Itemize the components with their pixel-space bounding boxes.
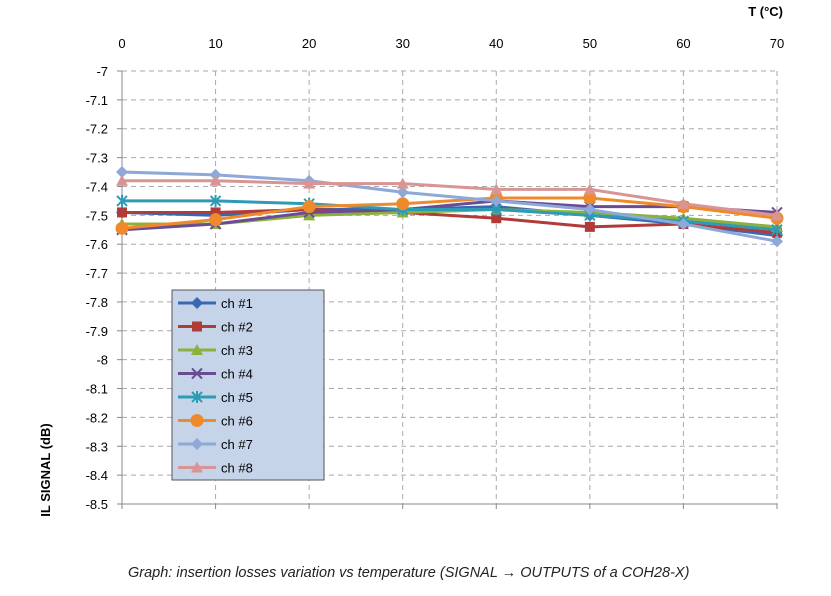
- series-line: [121, 170, 778, 243]
- y-axis-label: IL SIGNAL (dB): [38, 423, 53, 516]
- data-point: [583, 183, 596, 195]
- data-point: [209, 213, 223, 227]
- data-point: [490, 183, 503, 195]
- y-tick-label: -7.8: [86, 295, 108, 310]
- y-tick-label: -7.3: [86, 151, 108, 166]
- data-point: [583, 203, 596, 216]
- data-point: [303, 209, 316, 221]
- data-point: [583, 191, 597, 205]
- data-point: [491, 213, 502, 224]
- legend-label: ch #7: [221, 437, 253, 452]
- legend-label: ch #5: [221, 390, 253, 405]
- data-point: [677, 217, 690, 230]
- data-point: [116, 174, 128, 186]
- y-tick-label: -8: [96, 353, 108, 368]
- legend: ch #1 ch #2 ch #3 ch #4 ch #5 ch #6 ch #7 ch #8: [171, 289, 325, 481]
- x-tick-label: 30: [395, 36, 409, 51]
- data-point: [302, 200, 316, 214]
- legend-label: ch #3: [221, 343, 253, 358]
- data-point: [396, 177, 409, 189]
- data-point: [677, 197, 690, 209]
- legend-label: ch #6: [221, 414, 253, 429]
- y-tick-label: -7.4: [86, 179, 108, 194]
- legend-marker: [191, 391, 203, 403]
- legend-marker: [191, 297, 203, 309]
- series-line: [121, 196, 778, 230]
- legend-marker: [191, 461, 203, 473]
- data-point: [116, 194, 128, 207]
- data-point: [584, 221, 595, 232]
- y-tick-label: -8.3: [86, 439, 108, 454]
- x-tick-label: 50: [583, 36, 597, 51]
- x-tick-label: 40: [489, 36, 503, 51]
- data-point: [303, 177, 316, 189]
- data-point: [210, 207, 221, 218]
- y-tick-label: -7.9: [86, 324, 108, 339]
- legend-label: ch #8: [221, 461, 253, 476]
- x-tick-label: 20: [302, 36, 316, 51]
- y-tick-label: -7.7: [86, 266, 108, 281]
- chart-caption: Graph: insertion losses variation vs tem…: [128, 565, 690, 581]
- data-point: [771, 235, 783, 248]
- legend-marker: [191, 344, 203, 355]
- legend-marker: [191, 438, 203, 450]
- data-point: [117, 207, 127, 218]
- series-8: [116, 174, 783, 221]
- y-tick-label: -7.6: [86, 237, 108, 252]
- data-point: [396, 186, 409, 199]
- data-point: [209, 194, 222, 207]
- series-line: [122, 208, 778, 235]
- data-point: [490, 194, 503, 207]
- data-point: [396, 197, 410, 211]
- x-tick-label: 60: [676, 36, 690, 51]
- data-point: [116, 166, 128, 179]
- data-point: [771, 209, 783, 221]
- series-line: [122, 179, 778, 217]
- data-point: [115, 221, 129, 235]
- y-tick-label: -7.2: [86, 122, 108, 137]
- x-tick-label: 0: [118, 36, 125, 51]
- legend-marker: [192, 321, 202, 332]
- legend-label: ch #4: [221, 367, 253, 382]
- x-tick-label: 10: [208, 36, 222, 51]
- y-tick-label: -7.5: [86, 208, 108, 223]
- legend-label: ch #1: [221, 296, 253, 311]
- x-axis-label: T (°C): [748, 4, 783, 19]
- x-tick-label: 70: [770, 36, 784, 51]
- y-tick-label: -8.1: [86, 382, 108, 397]
- data-point: [209, 174, 222, 186]
- y-tick-label: -7: [96, 64, 108, 79]
- y-tick-label: -8.5: [86, 497, 108, 512]
- data-point: [771, 223, 783, 236]
- legend-marker: [191, 367, 203, 380]
- y-tick-label: -8.2: [86, 410, 108, 425]
- y-tick-label: -7.1: [86, 93, 108, 108]
- legend-marker: [190, 414, 204, 427]
- y-tick-label: -8.4: [86, 468, 108, 483]
- legend-label: ch #2: [221, 320, 253, 335]
